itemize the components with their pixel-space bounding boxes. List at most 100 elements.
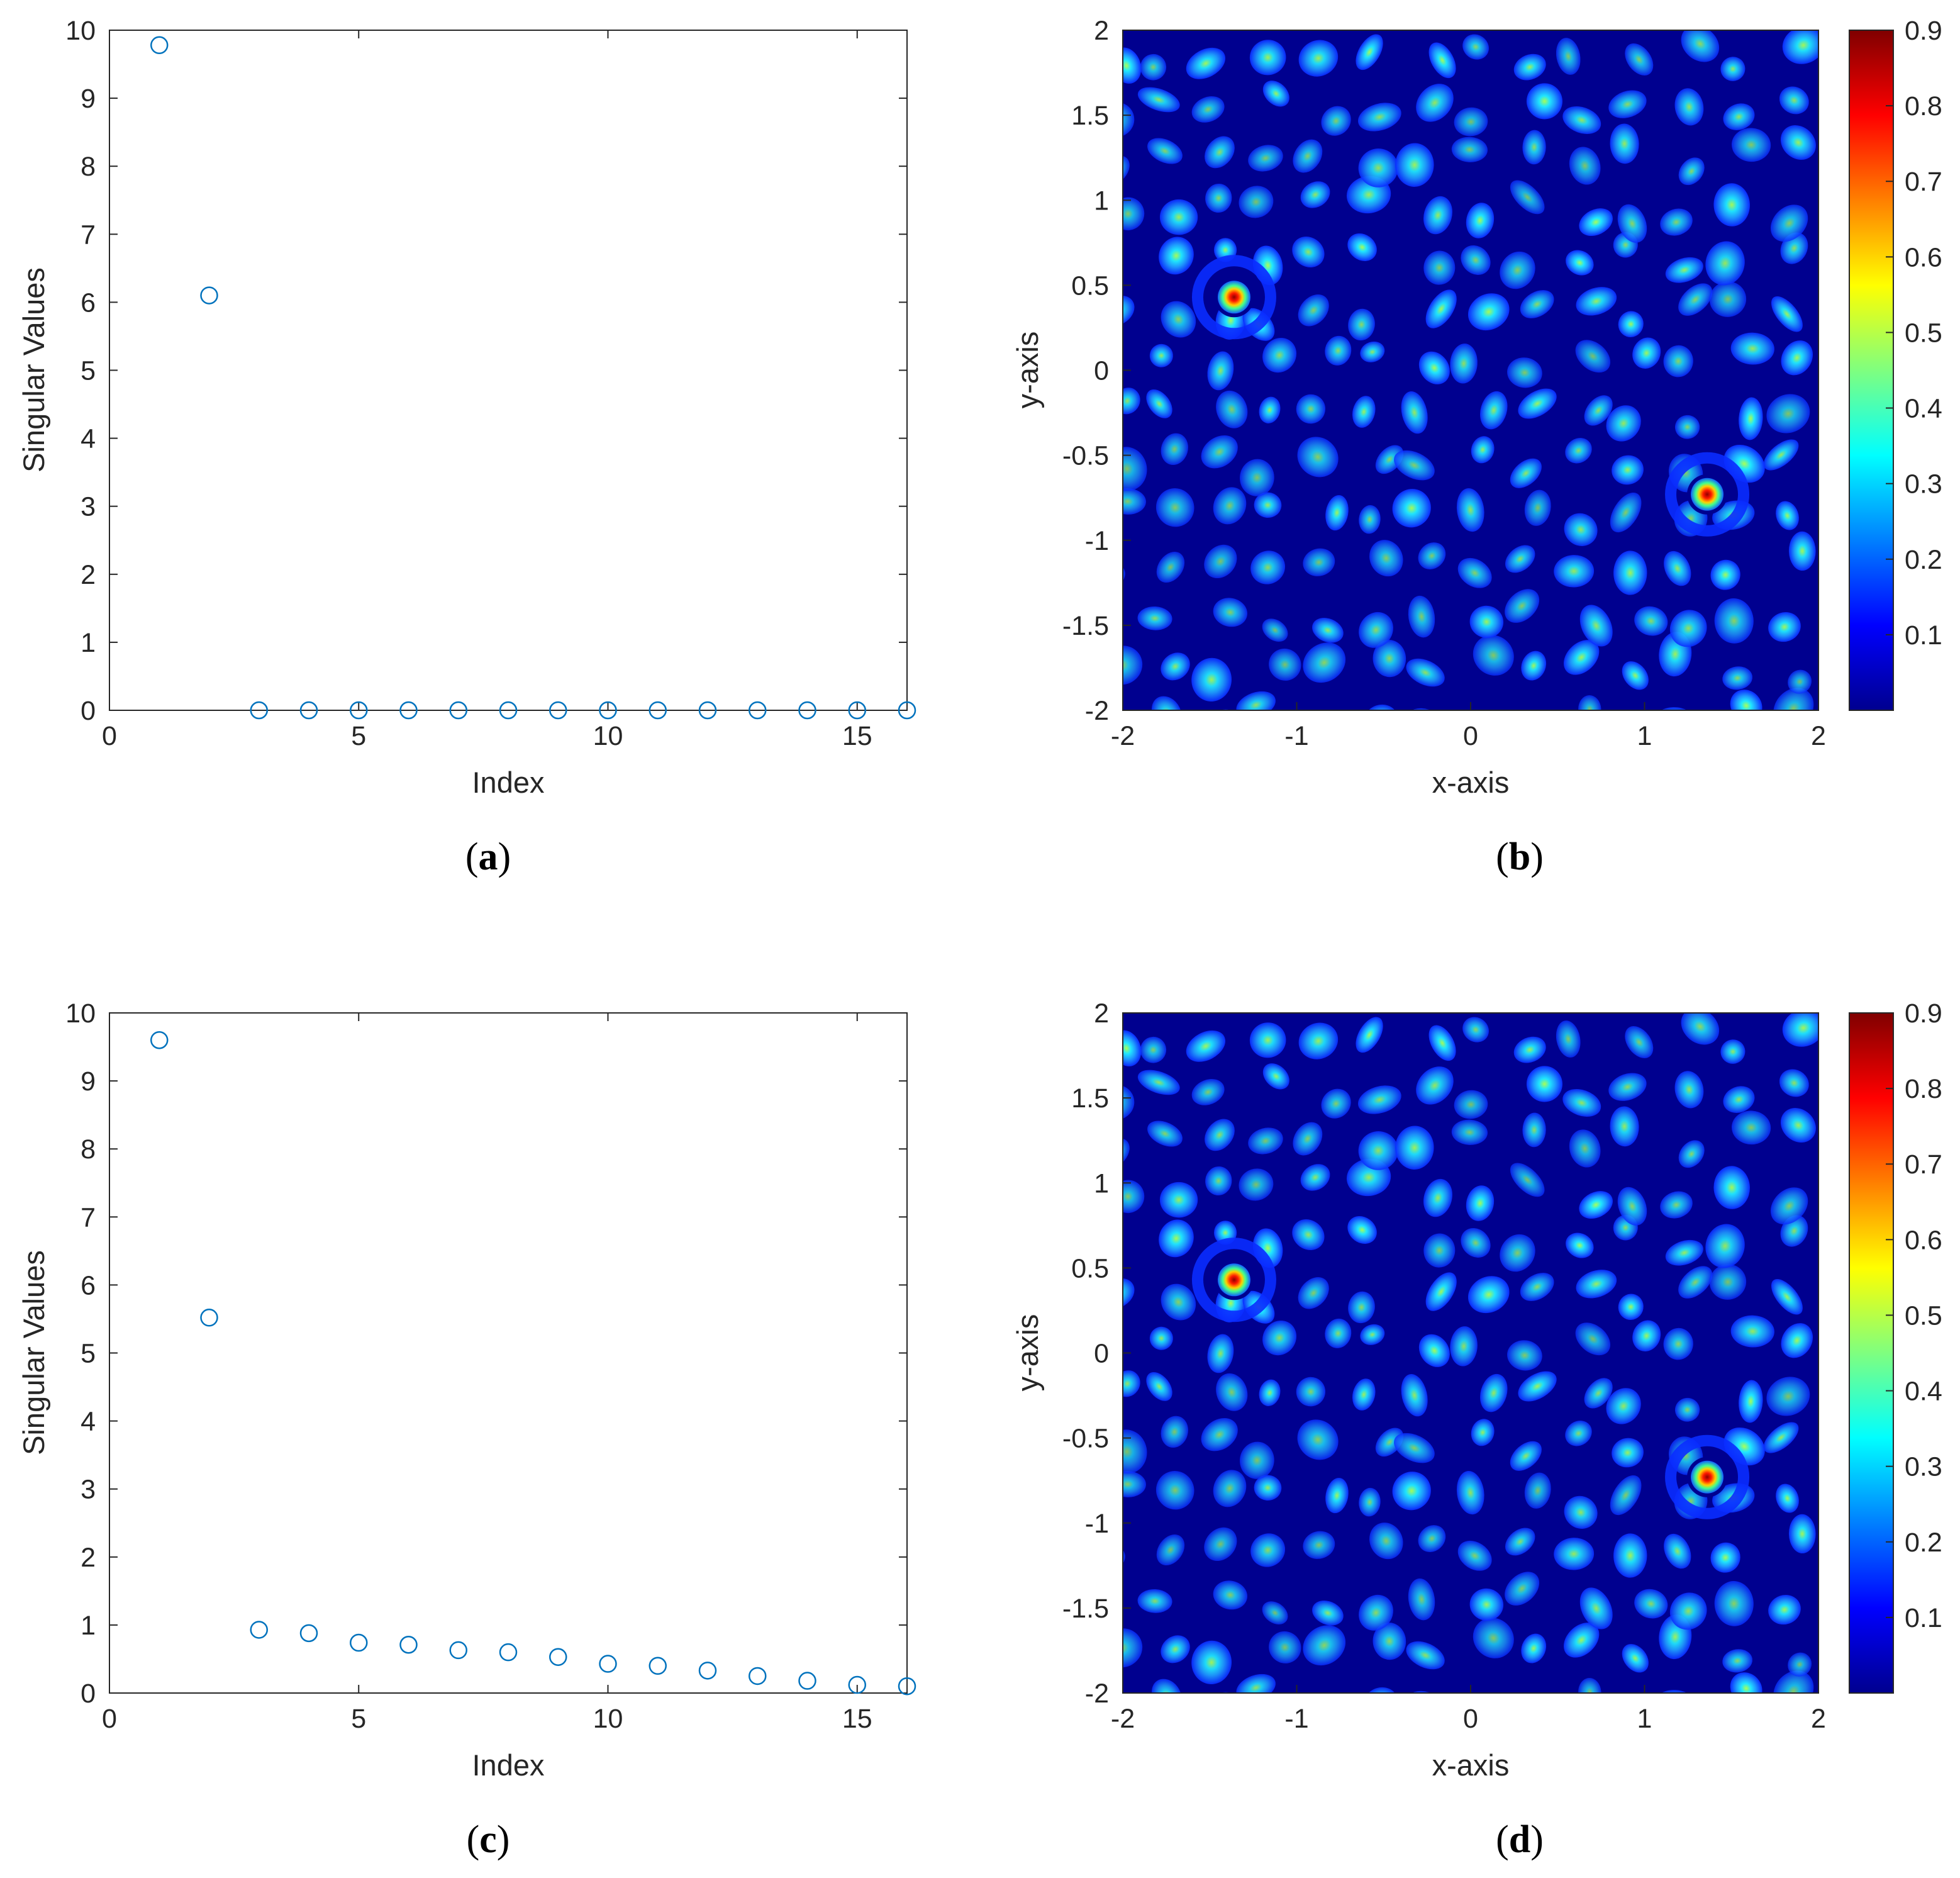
field-blob (1321, 1088, 1351, 1119)
field-blob (1466, 1185, 1495, 1221)
field-blob (1526, 1066, 1562, 1102)
field-blob (1781, 1323, 1813, 1358)
field-blob (1632, 1320, 1661, 1352)
field-blob (1713, 183, 1750, 226)
caption-d-letter: d (1509, 1818, 1530, 1861)
panel-b-heatmap (1123, 30, 1818, 753)
field-blob (1457, 1540, 1492, 1571)
field-blob (1788, 531, 1816, 571)
field-blob (1394, 450, 1435, 481)
field-blob (1312, 705, 1357, 753)
x-tick-label: 5 (351, 1704, 366, 1734)
field-blob (1562, 1088, 1601, 1117)
panel-c: 0 5 10 15 0 1 2 3 4 5 6 7 8 9 10 Index Singular Values… (17, 998, 916, 1861)
field-blob (1473, 1618, 1514, 1658)
field-blob (1773, 688, 1814, 710)
field-blob (1250, 1533, 1286, 1567)
field-blob (1461, 245, 1491, 275)
field-blob (1520, 1273, 1554, 1301)
field-blob (1739, 1380, 1763, 1423)
data-point-c-5 (350, 1633, 368, 1652)
caption-b-letter: b (1509, 836, 1530, 878)
field-blob (1524, 489, 1551, 526)
field-blob (1348, 308, 1375, 341)
field-blob (1612, 455, 1644, 485)
y-tick-label: 0 (81, 696, 96, 726)
y-tick-label: 3 (81, 492, 96, 522)
field-blob (1710, 1542, 1740, 1573)
field-blob (1768, 612, 1801, 642)
field-blob (1473, 635, 1514, 676)
field-blob (1466, 203, 1495, 238)
field-blob (1625, 43, 1654, 75)
field-blob (1462, 34, 1489, 60)
field-blob (1296, 394, 1326, 424)
y-tick-label: 6 (81, 1270, 96, 1300)
colorbar-tick-label: 0.4 (1905, 1377, 1942, 1407)
field-blob (1674, 88, 1704, 126)
field-blob (1369, 1523, 1403, 1560)
data-point-c-3 (250, 1621, 268, 1639)
field-blob (1663, 1327, 1693, 1360)
y-tick-label: 6 (81, 288, 96, 318)
panel-d-colorbar (1849, 1012, 1894, 1694)
peak-ring-1 (1191, 255, 1276, 340)
field-blob (1254, 492, 1282, 518)
field-blob (1723, 1086, 1755, 1113)
peak-ring-2 (1665, 452, 1750, 537)
x-tick-label: -2 (1111, 721, 1135, 751)
caption-c-letter: c (479, 1818, 497, 1861)
field-blob (1123, 1429, 1147, 1474)
field-blob (1513, 53, 1546, 81)
field-blob (1584, 1378, 1613, 1409)
colorbar-tick-label: 0.5 (1905, 1300, 1942, 1331)
field-blob (1296, 1377, 1326, 1407)
field-blob (1617, 204, 1647, 243)
field-blob (1665, 257, 1703, 283)
field-blob (1565, 438, 1592, 464)
field-blob (1418, 542, 1446, 570)
field-blob (1123, 47, 1142, 84)
field-blob (1123, 1085, 1135, 1120)
field-blob (1352, 1378, 1376, 1411)
field-blob (1406, 658, 1445, 687)
field-blob (1625, 1026, 1654, 1058)
field-blob (1123, 1180, 1145, 1214)
field-blob (1123, 197, 1145, 231)
field-blob (1207, 1334, 1234, 1373)
data-point-c-16 (898, 1677, 916, 1696)
field-blob (1766, 394, 1810, 433)
field-blob (1292, 237, 1325, 267)
field-blob (1578, 1677, 1601, 1693)
y-tick-label: 7 (81, 1202, 96, 1232)
y-tick-label: 7 (81, 220, 96, 250)
y-tick-label: 1.5 (1071, 1083, 1109, 1114)
field-blob (1681, 30, 1720, 62)
field-blob (1201, 1417, 1238, 1451)
field-blob (1123, 1628, 1143, 1668)
field-blob (1123, 447, 1147, 491)
y-tick-label: 2 (81, 560, 96, 590)
y-tick-label: 0.5 (1071, 1253, 1109, 1283)
field-blob (1579, 208, 1613, 237)
field-blob (1681, 1013, 1720, 1045)
field-blob (1155, 1471, 1194, 1510)
field-blob (1480, 1373, 1508, 1412)
field-blob (1191, 1640, 1232, 1685)
field-blob (1522, 1112, 1546, 1148)
field-blob (1259, 1379, 1281, 1406)
field-blob (1186, 47, 1226, 79)
field-blob (1510, 1441, 1542, 1471)
field-blob (1312, 1600, 1344, 1626)
field-blob (1236, 691, 1276, 710)
field-blob (1408, 1578, 1435, 1621)
field-blob (1610, 123, 1639, 164)
y-tick-label: 0.5 (1071, 271, 1109, 301)
field-blob (1576, 1270, 1617, 1299)
data-point-a-5 (350, 701, 368, 720)
colorbar-tick-label: 0.1 (1905, 1603, 1942, 1633)
field-blob (1634, 606, 1668, 636)
field-blob (1766, 1377, 1810, 1416)
y-tick-label: 8 (81, 1134, 96, 1165)
panel-a-xlabel: Index (472, 766, 545, 799)
